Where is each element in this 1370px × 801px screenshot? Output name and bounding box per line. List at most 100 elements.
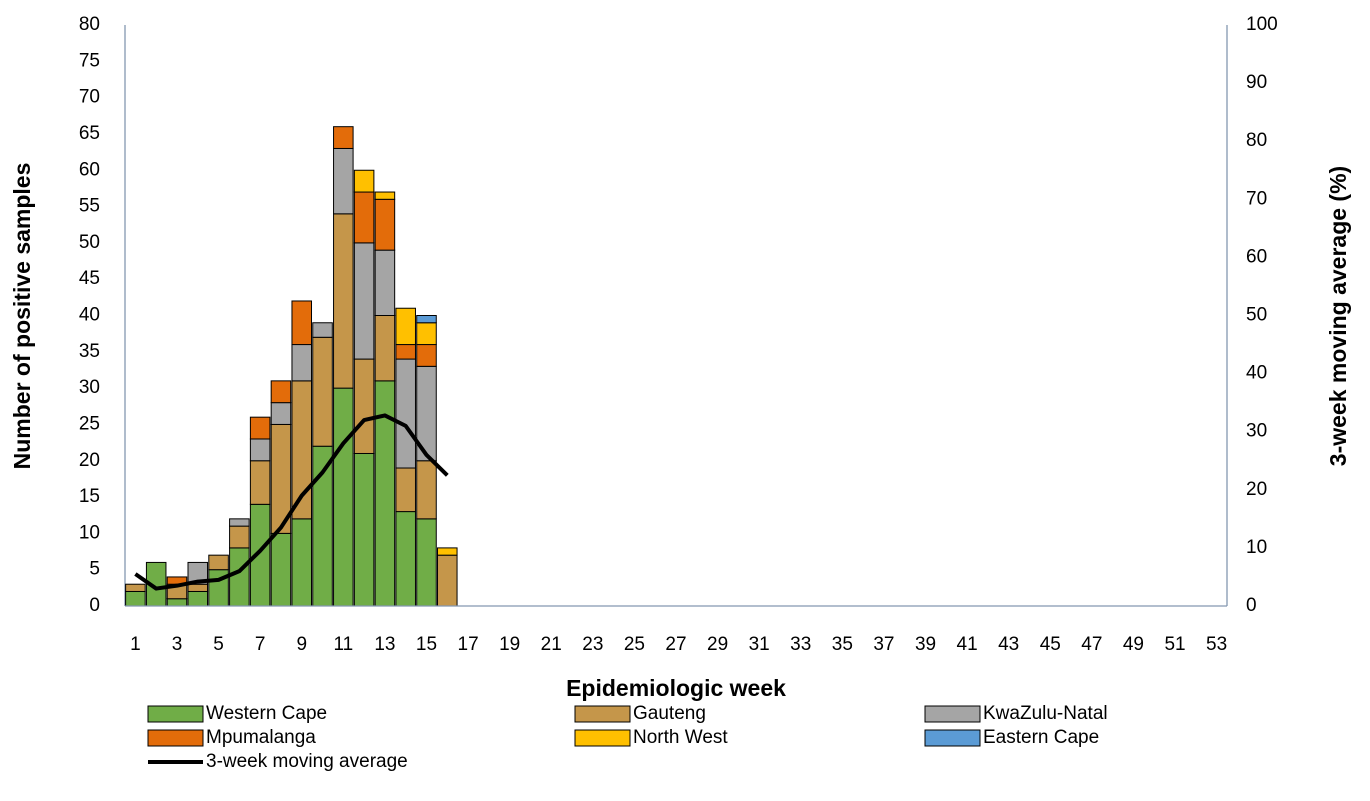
legend-swatch bbox=[574, 729, 631, 747]
bar-segment bbox=[353, 191, 375, 244]
x-tick-label: 17 bbox=[458, 634, 479, 655]
y-tick-label: 35 bbox=[79, 341, 100, 362]
y2-tick-label: 100 bbox=[1246, 14, 1278, 35]
legend-swatch bbox=[574, 705, 631, 723]
bar-segment bbox=[249, 438, 271, 462]
y2-tick-label: 80 bbox=[1246, 130, 1267, 151]
bar-segment bbox=[353, 169, 375, 193]
bar-segment bbox=[312, 336, 333, 447]
legend-swatch bbox=[147, 705, 204, 723]
x-tick-label: 35 bbox=[832, 634, 853, 655]
bar-segment bbox=[395, 307, 416, 346]
x-tick-label: 13 bbox=[374, 634, 395, 655]
x-tick-label: 21 bbox=[541, 634, 562, 655]
bar-segment bbox=[187, 583, 209, 592]
legend-swatch bbox=[924, 729, 981, 747]
bar-segment bbox=[125, 583, 146, 592]
bar-segment bbox=[374, 198, 396, 251]
y-tick-label: 45 bbox=[79, 268, 100, 289]
y2-tick-label: 30 bbox=[1246, 421, 1267, 442]
bar-segment bbox=[333, 387, 354, 607]
bar-segment bbox=[333, 126, 354, 149]
bar-segment bbox=[229, 547, 250, 607]
bar-segment bbox=[333, 213, 354, 389]
x-tick-label: 49 bbox=[1123, 634, 1144, 655]
bar-segment bbox=[249, 416, 271, 440]
y2-tick-label: 10 bbox=[1246, 537, 1267, 558]
x-tick-label: 31 bbox=[749, 634, 770, 655]
legend-swatch bbox=[924, 705, 981, 723]
x-tick-label: 1 bbox=[130, 634, 141, 655]
x-tick-label: 5 bbox=[213, 634, 224, 655]
x-axis-title: Epidemiologic week bbox=[566, 675, 786, 701]
bar-segment bbox=[187, 561, 209, 585]
x-tick-label: 53 bbox=[1206, 634, 1227, 655]
x-tick-label: 33 bbox=[790, 634, 811, 655]
bar-segment bbox=[395, 344, 416, 360]
x-tick-label: 15 bbox=[416, 634, 437, 655]
bar-segment bbox=[249, 460, 271, 505]
bar-segment bbox=[187, 590, 209, 607]
legend-swatch bbox=[147, 729, 204, 747]
y-tick-label: 80 bbox=[79, 14, 100, 35]
x-tick-label: 11 bbox=[333, 634, 353, 655]
bar-segment bbox=[437, 554, 458, 607]
y-tick-label: 20 bbox=[79, 450, 100, 471]
y-tick-label: 40 bbox=[79, 305, 100, 326]
y-tick-label: 5 bbox=[89, 559, 100, 580]
y-tick-label: 30 bbox=[79, 377, 100, 398]
y2-tick-label: 20 bbox=[1246, 479, 1267, 500]
bar-segment bbox=[374, 191, 396, 200]
legend-label: KwaZulu-Natal bbox=[983, 703, 1108, 724]
bar-segment bbox=[416, 315, 437, 324]
bar-segment bbox=[166, 598, 188, 607]
x-tick-label: 19 bbox=[499, 634, 520, 655]
bar-segment bbox=[395, 467, 416, 513]
bar-segment bbox=[270, 380, 292, 404]
y-tick-label: 55 bbox=[79, 196, 100, 217]
y-tick-label: 15 bbox=[79, 486, 100, 507]
y-axis-title: Number of positive samples bbox=[9, 163, 35, 470]
bar-segment bbox=[270, 532, 292, 607]
bar-segment bbox=[333, 147, 354, 215]
bar-segment bbox=[291, 300, 313, 346]
legend-label: Eastern Cape bbox=[983, 727, 1099, 748]
bar-segment bbox=[416, 518, 437, 607]
y-tick-label: 70 bbox=[79, 87, 100, 108]
y-tick-label: 25 bbox=[79, 413, 100, 434]
y-tick-label: 75 bbox=[79, 50, 100, 71]
x-tick-label: 47 bbox=[1081, 634, 1102, 655]
x-tick-label: 23 bbox=[582, 634, 603, 655]
x-tick-label: 51 bbox=[1164, 634, 1185, 655]
legend-label: North West bbox=[633, 727, 728, 748]
x-tick-label: 37 bbox=[873, 634, 894, 655]
x-tick-label: 29 bbox=[707, 634, 728, 655]
y-tick-label: 10 bbox=[79, 522, 100, 543]
x-tick-label: 3 bbox=[172, 634, 183, 655]
bar-segment bbox=[353, 242, 375, 360]
legend-label: Mpumalanga bbox=[206, 727, 316, 748]
bar-segment bbox=[395, 511, 416, 607]
y2-tick-label: 70 bbox=[1246, 188, 1267, 209]
bar-segment bbox=[416, 460, 437, 520]
x-tick-label: 9 bbox=[296, 634, 307, 655]
bar-segment bbox=[291, 344, 313, 382]
bar-segment bbox=[208, 554, 229, 571]
bar-segment bbox=[437, 547, 458, 556]
x-tick-label: 27 bbox=[665, 634, 686, 655]
legend-label: Gauteng bbox=[633, 703, 706, 724]
bar-segment bbox=[312, 322, 333, 338]
x-tick-label: 25 bbox=[624, 634, 645, 655]
y2-axis-title: 3-week moving average (%) bbox=[1325, 166, 1351, 466]
bar-segment bbox=[374, 315, 396, 382]
y-tick-label: 50 bbox=[79, 232, 100, 253]
y2-tick-label: 90 bbox=[1246, 72, 1267, 93]
y-tick-label: 60 bbox=[79, 159, 100, 180]
x-tick-label: 41 bbox=[957, 634, 978, 655]
bar-segment bbox=[353, 358, 375, 454]
y2-tick-label: 0 bbox=[1246, 595, 1257, 616]
bar-segment bbox=[229, 518, 250, 527]
bar-segment bbox=[395, 358, 416, 469]
x-tick-label: 45 bbox=[1040, 634, 1061, 655]
